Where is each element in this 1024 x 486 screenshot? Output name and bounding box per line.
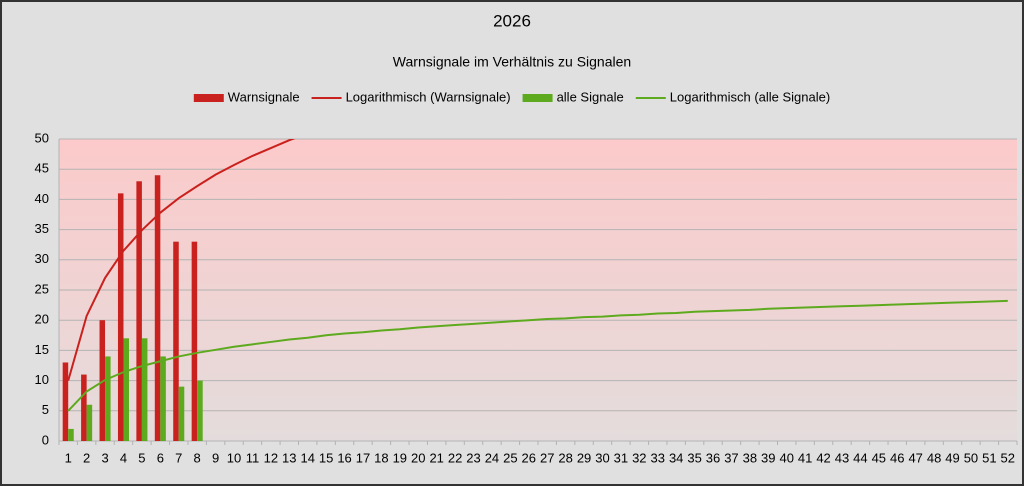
x-tick-label: 8 — [194, 450, 201, 465]
x-tick-label: 51 — [982, 450, 996, 465]
x-tick-label: 13 — [282, 450, 296, 465]
x-tick-label: 43 — [835, 450, 849, 465]
x-tick-label: 6 — [157, 450, 164, 465]
x-tick-label: 2 — [83, 450, 90, 465]
y-tick-label: 45 — [35, 161, 49, 176]
legend-label: Logarithmisch (Warnsignale) — [346, 89, 511, 104]
x-tick-label: 16 — [337, 450, 351, 465]
bar — [62, 362, 69, 441]
x-tick-label: 22 — [448, 450, 462, 465]
x-tick-label: 15 — [319, 450, 333, 465]
x-tick-label: 7 — [175, 450, 182, 465]
x-tick-label: 18 — [374, 450, 388, 465]
bar — [160, 356, 166, 441]
x-tick-label: 19 — [393, 450, 407, 465]
legend-label: alle Signale — [557, 89, 624, 104]
legend-swatch — [522, 94, 553, 102]
x-tick-label: 44 — [853, 450, 867, 465]
x-tick-label: 37 — [724, 450, 738, 465]
x-tick-label: 17 — [356, 450, 370, 465]
x-tick-label: 30 — [595, 450, 609, 465]
y-tick-label: 35 — [35, 221, 49, 236]
x-tick-label: 52 — [1001, 450, 1015, 465]
bar — [154, 175, 161, 442]
y-tick-label: 50 — [35, 130, 49, 145]
x-tick-label: 26 — [522, 450, 536, 465]
bar — [68, 428, 74, 441]
x-tick-label: 28 — [558, 450, 572, 465]
x-tick-label: 4 — [120, 450, 127, 465]
bar — [136, 181, 142, 441]
x-tick-label: 24 — [485, 450, 499, 465]
x-tick-label: 40 — [779, 450, 793, 465]
x-tick-label: 29 — [577, 450, 591, 465]
x-tick-label: 34 — [669, 450, 683, 465]
chart-title: 2026 — [493, 11, 531, 30]
x-tick-label: 46 — [890, 450, 904, 465]
bar — [81, 374, 87, 441]
y-tick-label: 10 — [35, 372, 49, 387]
x-tick-label: 20 — [411, 450, 425, 465]
bar — [86, 404, 93, 441]
legend: Warnsignale Logarithmisch (Warnsignale) al… — [193, 89, 830, 104]
bar — [105, 356, 111, 441]
trend-line — [67, 299, 1008, 412]
x-tick-label: 42 — [816, 450, 830, 465]
x-tick-label: 12 — [264, 450, 278, 465]
legend-label: Logarithmisch (alle Signale) — [670, 89, 830, 104]
x-tick-label: 5 — [138, 450, 145, 465]
x-tick-label: 11 — [246, 450, 260, 465]
x-tick-label: 23 — [466, 450, 480, 465]
legend-swatch — [193, 94, 224, 102]
x-tick-label: 9 — [212, 450, 219, 465]
bar — [117, 193, 124, 441]
x-tick-label: 25 — [503, 450, 517, 465]
y-tick-label: 40 — [35, 191, 49, 206]
x-tick-label: 27 — [540, 450, 554, 465]
trend-line — [67, 139, 296, 381]
x-tick-label: 33 — [651, 450, 665, 465]
x-tick-label: 1 — [65, 450, 72, 465]
x-tick-label: 3 — [101, 450, 108, 465]
x-tick-label: 35 — [687, 450, 701, 465]
x-tick-label: 32 — [632, 450, 646, 465]
y-tick-label: 25 — [35, 281, 49, 296]
x-tick-label: 50 — [964, 450, 978, 465]
y-tick-label: 30 — [35, 251, 49, 266]
x-tick-label: 36 — [706, 450, 720, 465]
y-tick-label: 20 — [35, 312, 49, 327]
x-tick-label: 39 — [761, 450, 775, 465]
x-tick-label: 47 — [908, 450, 922, 465]
x-tick-label: 48 — [927, 450, 941, 465]
x-tick-label: 38 — [743, 450, 757, 465]
bar — [141, 338, 148, 441]
y-tick-label: 5 — [42, 402, 49, 417]
y-tick-label: 0 — [42, 432, 49, 447]
legend-label: Warnsignale — [228, 89, 300, 104]
bar — [178, 386, 185, 441]
x-tick-label: 31 — [614, 450, 628, 465]
x-tick-label: 10 — [227, 450, 241, 465]
x-tick-label: 14 — [300, 450, 314, 465]
y-tick-label: 15 — [35, 342, 49, 357]
bar — [123, 338, 130, 441]
x-tick-label: 45 — [872, 450, 886, 465]
bar — [173, 241, 179, 441]
x-tick-label: 21 — [429, 450, 443, 465]
x-tick-label: 49 — [945, 450, 959, 465]
chart-subtitle: Warnsignale im Verhältnis zu Signalen — [393, 54, 631, 70]
x-tick-label: 41 — [798, 450, 812, 465]
bar — [197, 380, 203, 441]
bar — [191, 241, 198, 441]
